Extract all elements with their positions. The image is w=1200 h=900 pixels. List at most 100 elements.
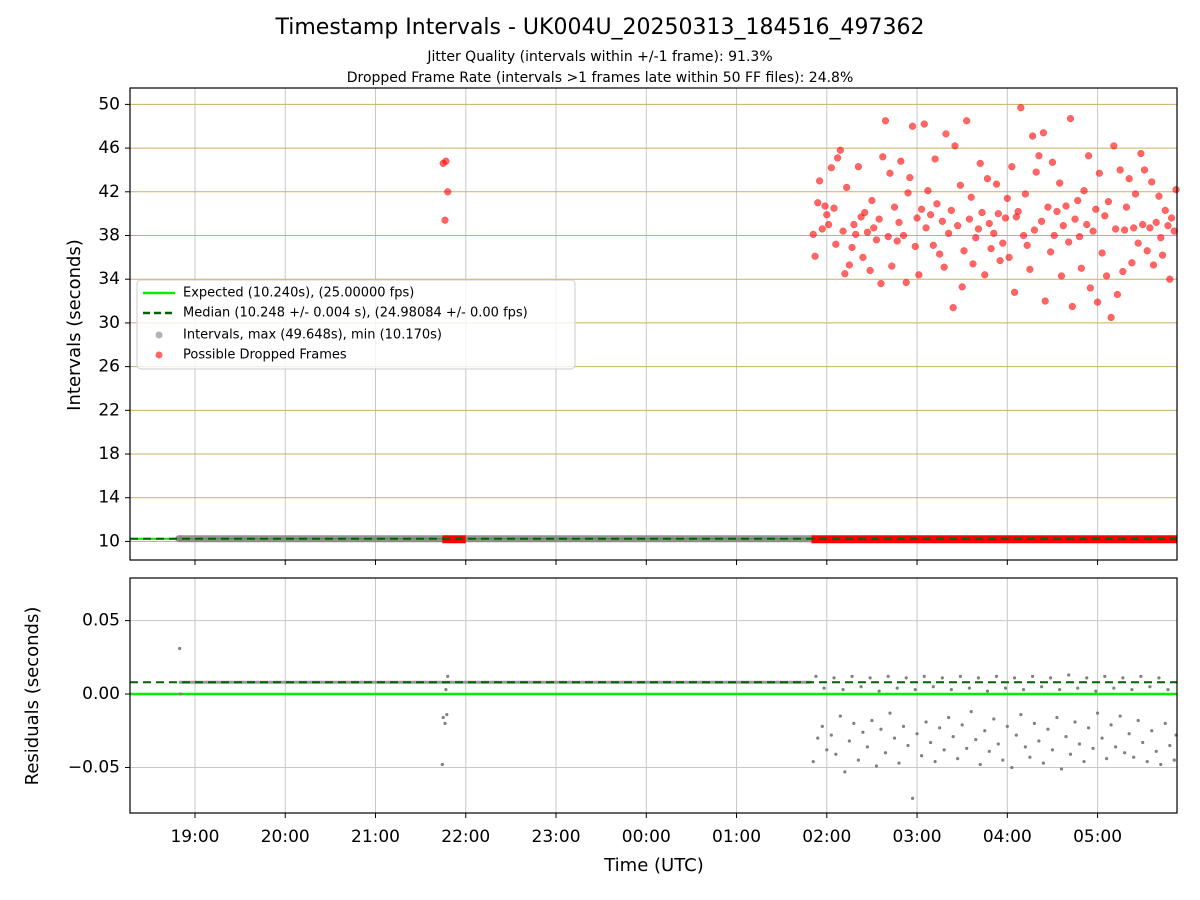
legend-dropped-swatch — [155, 351, 163, 359]
residual-point-99 — [895, 686, 899, 690]
residual-point-75 — [1114, 745, 1118, 749]
residual-point-78 — [1127, 732, 1131, 736]
dropped-point-38 — [886, 169, 894, 177]
dropped-point-24 — [854, 163, 863, 171]
dropped-point-22 — [850, 220, 858, 229]
dropped-point-107 — [1041, 297, 1049, 305]
dropped-point-112 — [1053, 207, 1061, 216]
dropped-point-8 — [818, 225, 826, 233]
dropped-point-10 — [823, 211, 831, 219]
residual-point-47 — [987, 749, 991, 753]
residual-point-116 — [1049, 676, 1053, 680]
residual-point-2 — [441, 715, 445, 720]
top-ytick-label-6: 34 — [98, 269, 120, 289]
residual-point-62 — [1055, 715, 1059, 720]
residual-point-87 — [1168, 743, 1172, 748]
dropped-point-59 — [933, 200, 941, 208]
dropped-point-144 — [1125, 175, 1133, 183]
residual-point-110 — [994, 674, 999, 679]
dropped-point-125 — [1083, 220, 1091, 229]
chart-title: Timestamp Intervals - UK004U_20250313_18… — [275, 15, 925, 40]
residual-point-23 — [879, 727, 883, 731]
dropped-point-103 — [1032, 168, 1040, 176]
residual-point-36 — [938, 726, 942, 730]
legend-label-expected: Expected (10.240s), (25.00000 fps) — [183, 286, 414, 301]
residual-point-54 — [1019, 712, 1023, 717]
dropped-point-152 — [1143, 247, 1151, 255]
residual-point-71 — [1095, 711, 1100, 715]
dropped-point-72 — [963, 117, 971, 125]
dropped-point-23 — [852, 230, 860, 239]
dropped-point-113 — [1056, 179, 1064, 187]
residual-point-11 — [825, 748, 829, 752]
dropped-point-28 — [863, 228, 872, 236]
dropped-point-32 — [872, 236, 881, 244]
dropped-point-159 — [1158, 251, 1167, 259]
residual-point-3 — [443, 721, 447, 726]
dropped-point-29 — [866, 266, 874, 275]
residual-point-63 — [1059, 767, 1064, 771]
dropped-point-89 — [1001, 214, 1010, 222]
dropped-point-90 — [1003, 194, 1011, 203]
dropped-point-82 — [985, 219, 993, 228]
residual-point-14 — [838, 714, 842, 718]
dropped-point-65 — [947, 206, 956, 215]
residual-point-22 — [874, 764, 879, 768]
dropped-point-26 — [859, 253, 867, 262]
residual-point-52 — [1010, 765, 1014, 770]
dropped-point-20 — [845, 261, 854, 269]
top-ytick-label-8: 42 — [98, 182, 120, 202]
dropped-point-101 — [1028, 132, 1037, 140]
dropped-point-84 — [990, 229, 998, 237]
dropped-point-137 — [1110, 142, 1118, 150]
residual-point-40 — [956, 757, 960, 761]
top-ytick-label-10: 50 — [98, 94, 120, 114]
dropped-point-93 — [1010, 288, 1019, 296]
dropped-point-100 — [1026, 265, 1034, 274]
dropped-point-53 — [920, 120, 928, 128]
residual-point-84 — [1154, 749, 1158, 753]
residual-point-27 — [897, 761, 901, 765]
residual-point-58 — [1037, 739, 1041, 743]
dropped-point-78 — [976, 159, 984, 168]
residual-point-30 — [910, 796, 915, 800]
bottom-ytick-label-0: 0.05 — [82, 611, 120, 631]
residual-point-37 — [942, 748, 946, 752]
residual-point-17 — [852, 721, 856, 726]
residual-point-46 — [983, 729, 987, 733]
residual-point-66 — [1073, 720, 1077, 724]
residual-point-26 — [892, 736, 897, 740]
residual-point-88 — [1172, 758, 1176, 762]
dropped-point-130 — [1093, 298, 1102, 306]
dropped-point-2 — [444, 188, 452, 196]
residual-point-101 — [913, 688, 917, 692]
dropped-point-18 — [841, 270, 849, 278]
top-ytick-label-2: 18 — [98, 444, 120, 464]
residual-point-119 — [1076, 686, 1080, 690]
bottom-plot-frame — [129, 577, 1178, 814]
residual-point-77 — [1123, 751, 1127, 755]
top-plot-frame — [129, 87, 1178, 561]
dropped-point-109 — [1046, 248, 1055, 256]
dropped-point-117 — [1065, 238, 1073, 246]
residual-point-104 — [940, 676, 944, 680]
residual-point-4 — [445, 712, 449, 717]
dropped-point-45 — [902, 278, 910, 287]
residual-point-98 — [886, 674, 890, 679]
residual-point-123 — [1112, 686, 1116, 690]
dropped-point-165 — [1172, 185, 1180, 194]
residual-point-79 — [1132, 755, 1136, 759]
dropped-point-31 — [870, 224, 878, 232]
dropped-point-1 — [442, 157, 450, 165]
residual-point-111 — [1003, 686, 1008, 690]
dropped-point-151 — [1140, 166, 1149, 174]
dropped-point-83 — [987, 244, 995, 253]
dropped-point-61 — [938, 217, 946, 225]
dropped-point-142 — [1121, 226, 1129, 234]
residual-point-28 — [901, 724, 906, 728]
residual-point-49 — [996, 742, 1000, 746]
residual-point-29 — [906, 743, 910, 748]
residual-point-129 — [1166, 688, 1170, 692]
dropped-point-48 — [908, 122, 917, 130]
dropped-point-95 — [1014, 207, 1022, 216]
